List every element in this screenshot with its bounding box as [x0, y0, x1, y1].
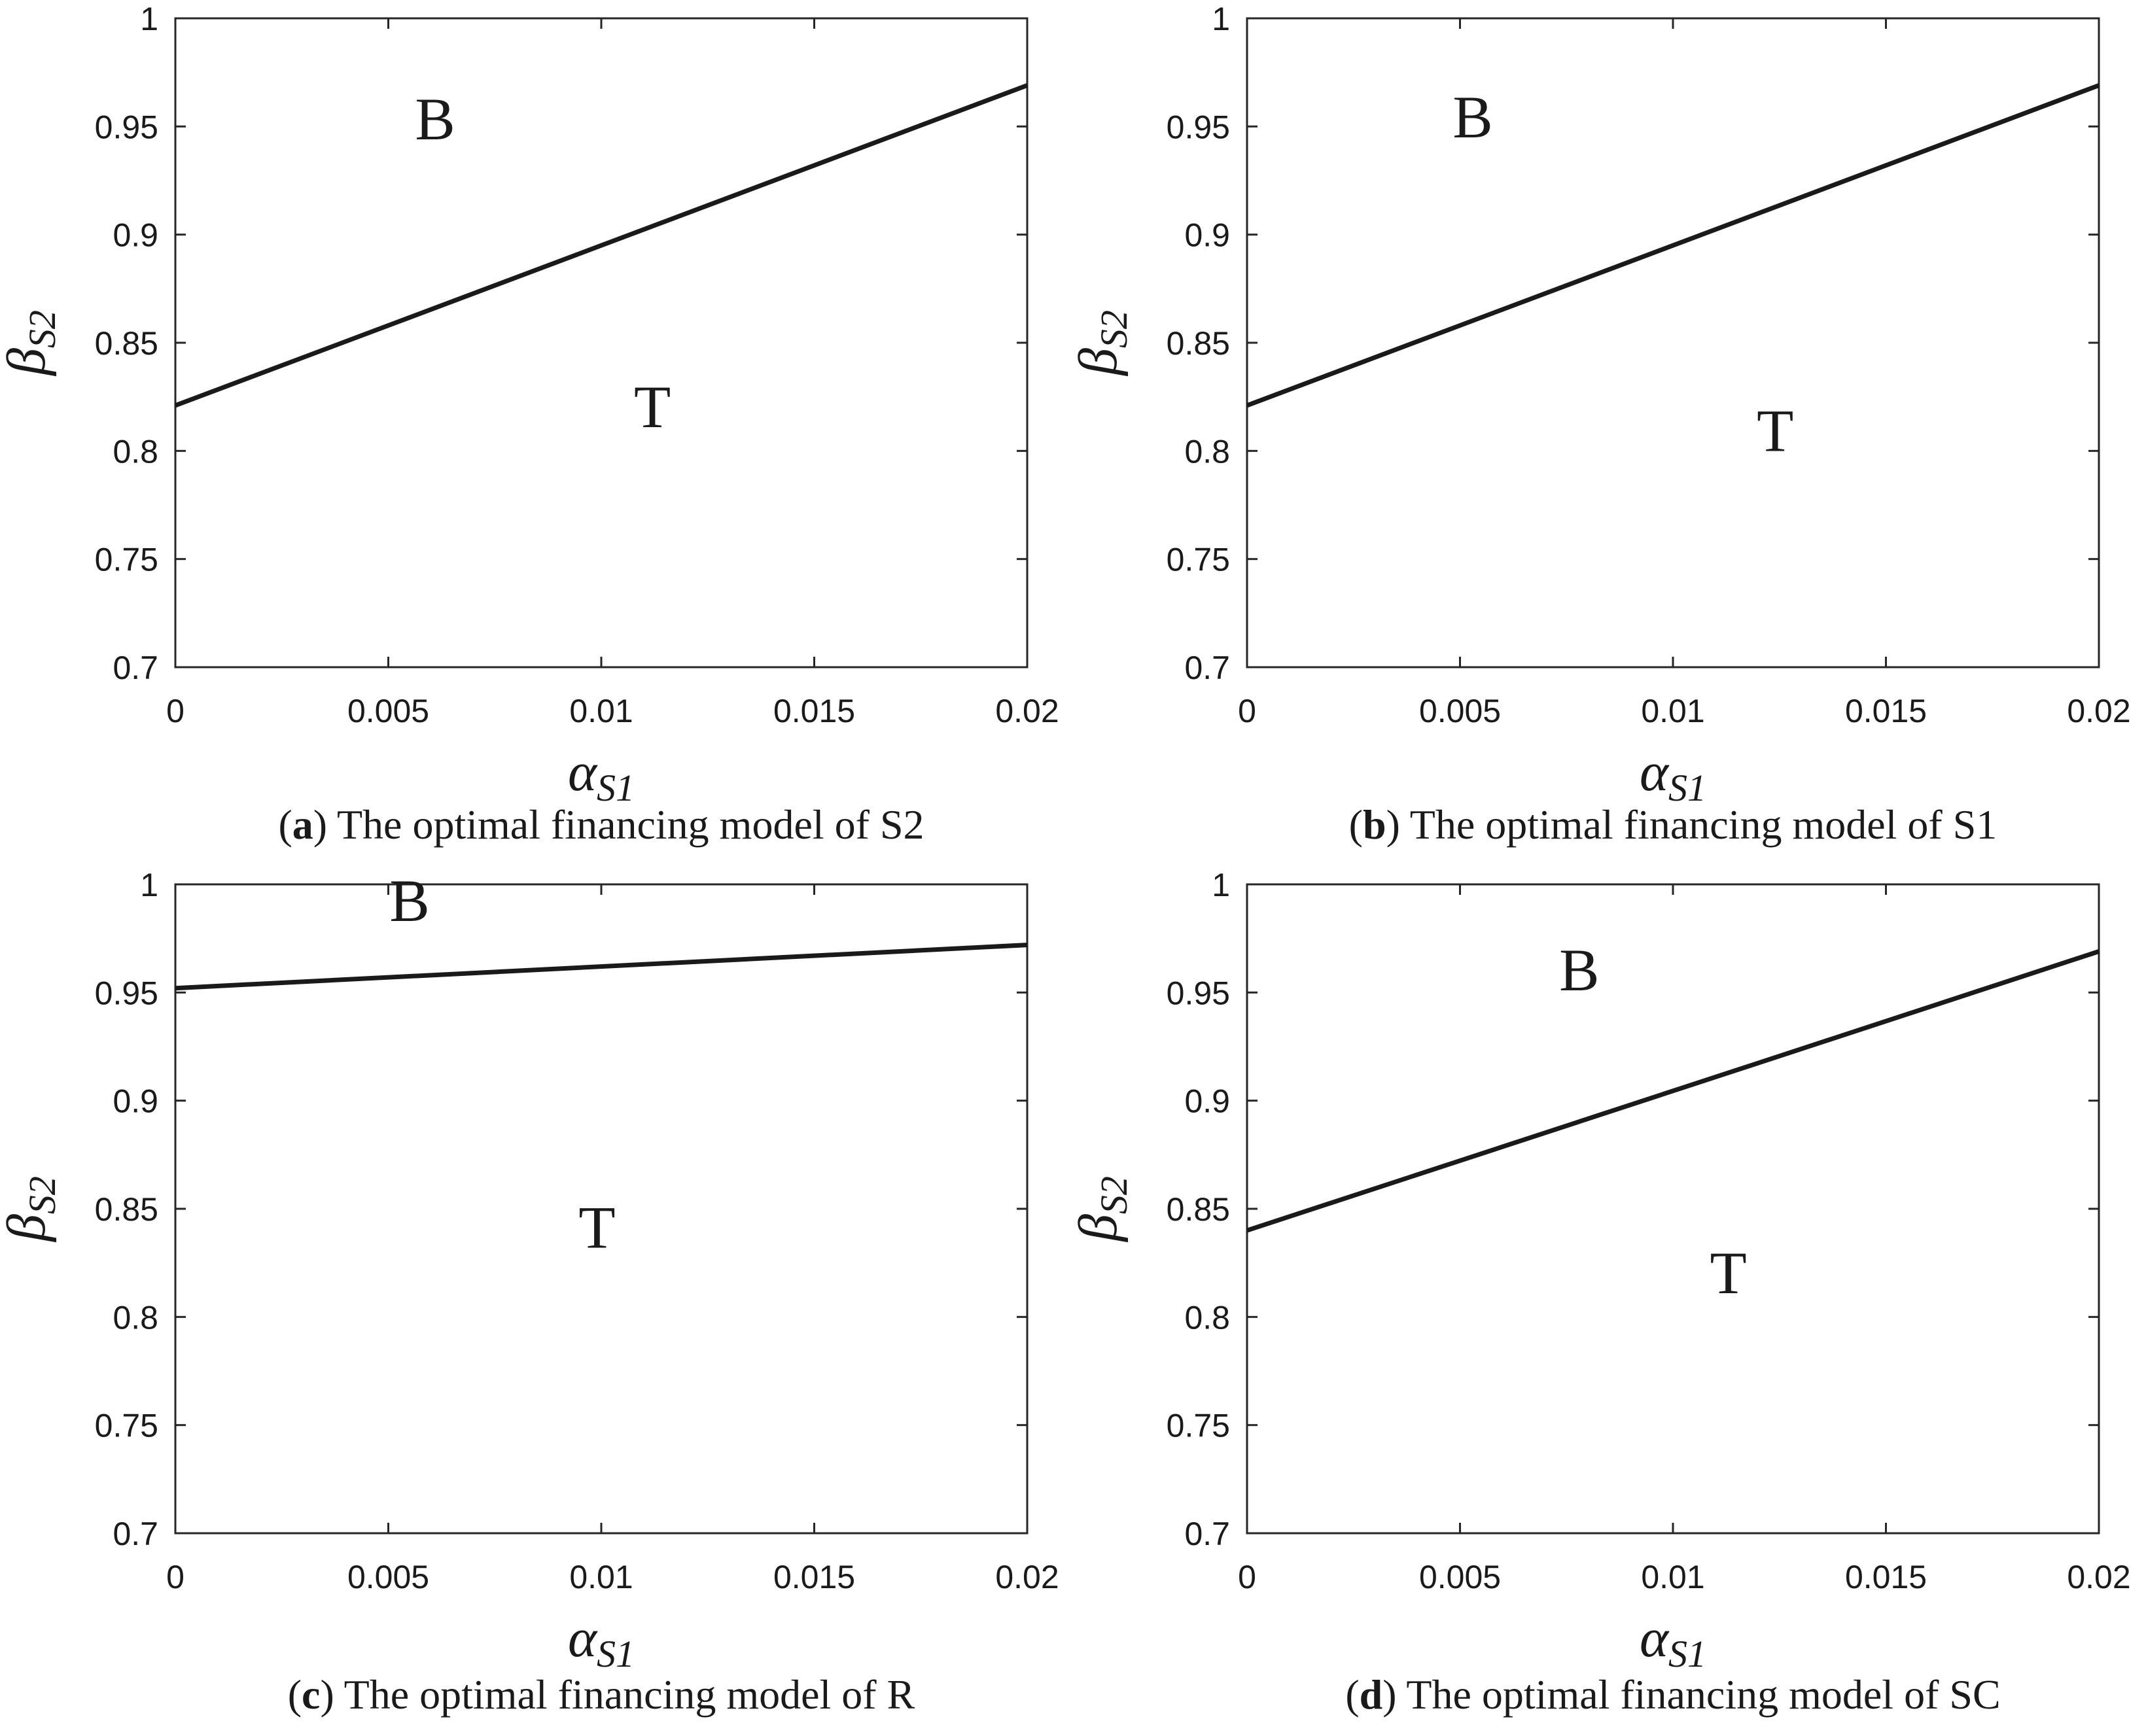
y-tick-label: 0.9	[1184, 217, 1230, 254]
region-label-T: T	[634, 373, 671, 440]
x-tick-label: 0	[1238, 1559, 1256, 1595]
x-tick-label: 0.01	[1641, 693, 1704, 729]
region-label-B: B	[1559, 937, 1599, 1003]
y-axis-label: βS2	[1068, 310, 1135, 377]
panel-caption: (d) The optimal financing model of SC	[1345, 1671, 2000, 1718]
y-tick-label: 0.75	[95, 1408, 158, 1444]
region-label-B: B	[415, 86, 455, 152]
x-tick-label: 0.02	[2067, 1559, 2130, 1595]
x-tick-label: 0.02	[995, 693, 1059, 729]
y-axis-label: βS2	[0, 1176, 63, 1243]
x-tick-label: 0.005	[1419, 693, 1501, 729]
x-tick-label: 0.015	[773, 693, 855, 729]
x-tick-label: 0.01	[1641, 1559, 1704, 1595]
x-axis-label: αS1	[1640, 1608, 1706, 1675]
region-label-T: T	[578, 1194, 615, 1261]
y-tick-label: 0.7	[113, 650, 158, 686]
y-tick-label: 0.95	[1167, 109, 1230, 145]
y-tick-label: 0.7	[1184, 1516, 1230, 1552]
x-axis-label: αS1	[568, 1608, 635, 1675]
y-tick-label: 0.95	[1167, 975, 1230, 1011]
y-tick-label: 0.95	[95, 109, 158, 145]
x-tick-label: 0.015	[1845, 1559, 1927, 1595]
y-tick-label: 0.95	[95, 975, 158, 1011]
plot-frame	[174, 17, 1029, 668]
panel-caption: (a) The optimal financing model of S2	[278, 801, 924, 848]
chart-panel-b: 0 0.005 0.01 0.015 0.02 0.7 0.75 0.8 0.85 0.9 0.95…	[1068, 1, 2131, 848]
y-tick-label: 1	[140, 1, 158, 37]
boundary-line	[175, 943, 1028, 991]
x-tick-label: 0.01	[569, 1559, 633, 1595]
x-axis-label: αS1	[568, 742, 635, 809]
y-tick-label: 0.7	[1184, 650, 1230, 686]
boundary-line	[1246, 949, 2100, 1233]
y-tick-label: 1	[140, 867, 158, 903]
y-tick-label: 0.9	[113, 1083, 158, 1120]
y-tick-label: 1	[1212, 1, 1230, 37]
x-tick-label: 0	[166, 693, 185, 729]
y-tick-label: 0.85	[95, 325, 158, 362]
panel-caption: (b) The optimal financing model of S1	[1349, 801, 1997, 848]
plot-frame	[1246, 17, 2100, 668]
region-label-T: T	[1710, 1240, 1747, 1306]
y-tick-label: 0.7	[113, 1516, 158, 1552]
x-tick-label: 0.01	[569, 693, 633, 729]
y-tick-label: 0.8	[1184, 433, 1230, 470]
region-label-B: B	[1452, 84, 1492, 150]
chart-panel-c: 0 0.005 0.01 0.015 0.02 0.7 0.75 0.8 0.85 0.9 0.95…	[0, 867, 1059, 1718]
boundary-line	[174, 83, 1029, 408]
y-axis-label: βS2	[1068, 1176, 1135, 1243]
x-axis-label: αS1	[1640, 742, 1706, 809]
panel-caption: (c) The optimal financing model of R	[288, 1671, 915, 1718]
x-tick-label: 0	[1238, 693, 1256, 729]
plot-frame	[1246, 883, 2100, 1535]
y-tick-label: 0.9	[113, 217, 158, 254]
y-tick-label: 0.85	[1167, 325, 1230, 362]
region-label-B: B	[389, 867, 429, 934]
y-tick-label: 0.9	[1184, 1083, 1230, 1120]
chart-panel-a: 0 0.005 0.01 0.015 0.02 0.7 0.75 0.8 0.85 0.9 0.95…	[0, 1, 1059, 848]
boundary-line	[1246, 83, 2100, 408]
y-tick-label: 0.75	[95, 542, 158, 578]
y-tick-label: 0.85	[95, 1191, 158, 1228]
y-tick-label: 0.8	[113, 433, 158, 470]
y-tick-label: 0.8	[113, 1299, 158, 1336]
x-tick-label: 0.005	[347, 693, 429, 729]
chart-panel-d: 0 0.005 0.01 0.015 0.02 0.7 0.75 0.8 0.85 0.9 0.95…	[1068, 867, 2131, 1718]
x-tick-label: 0.015	[773, 1559, 855, 1595]
y-tick-label: 0.75	[1167, 1408, 1230, 1444]
y-tick-label: 0.85	[1167, 1191, 1230, 1228]
x-tick-label: 0.005	[347, 1559, 429, 1595]
x-tick-label: 0.02	[995, 1559, 1059, 1595]
y-axis-label: βS2	[0, 310, 63, 377]
x-tick-label: 0.015	[1845, 693, 1927, 729]
y-tick-label: 1	[1212, 867, 1230, 903]
x-tick-label: 0.005	[1419, 1559, 1501, 1595]
x-tick-label: 0	[166, 1559, 185, 1595]
y-tick-label: 0.75	[1167, 542, 1230, 578]
x-tick-label: 0.02	[2067, 693, 2130, 729]
y-tick-label: 0.8	[1184, 1299, 1230, 1336]
region-label-T: T	[1757, 397, 1793, 464]
